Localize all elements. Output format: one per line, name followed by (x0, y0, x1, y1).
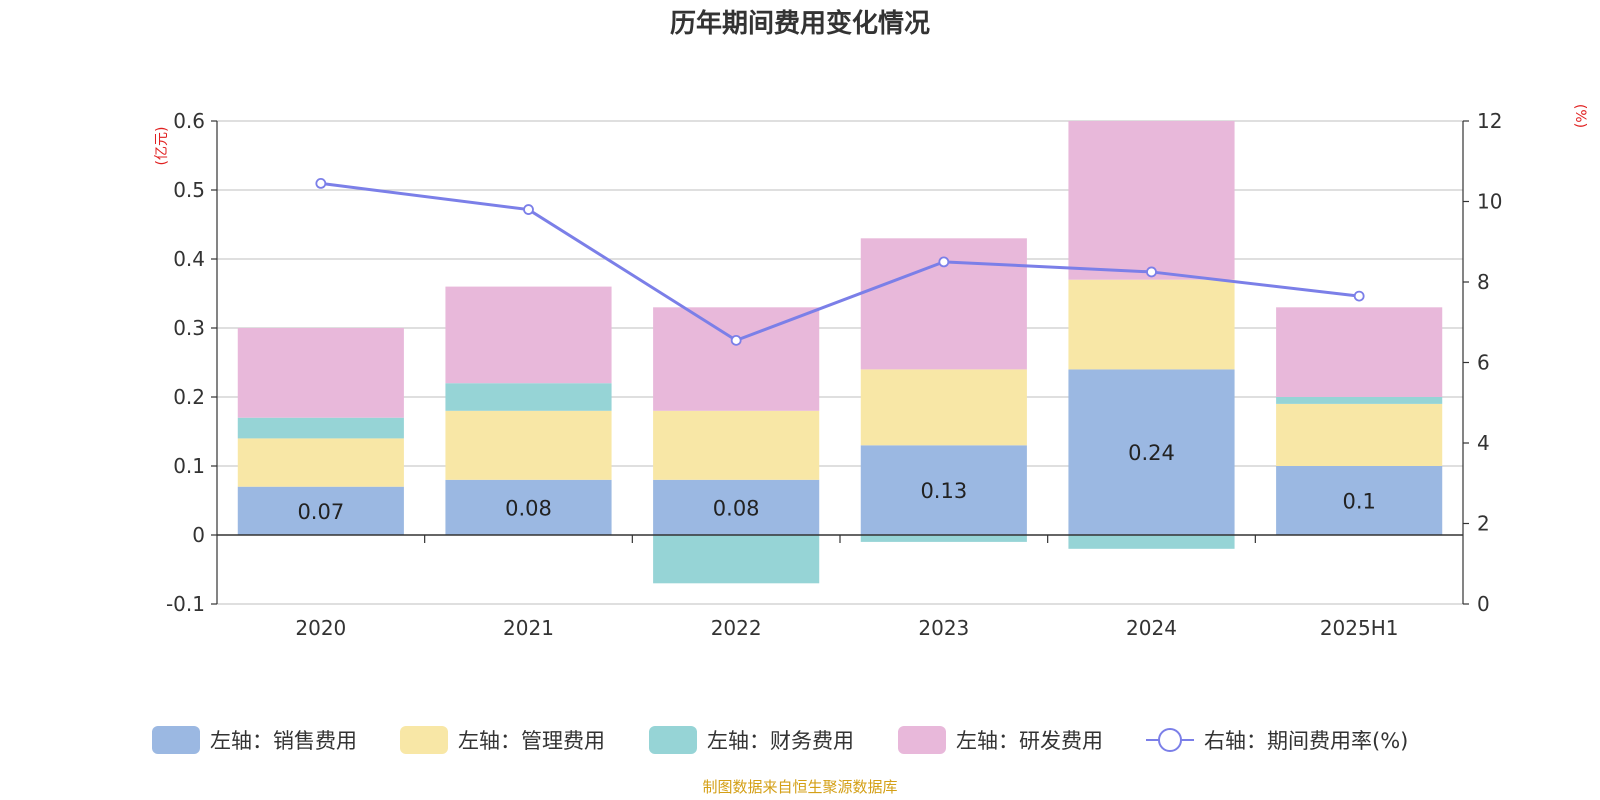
left-tick-label: 0.3 (173, 316, 205, 340)
legend: 左轴：销售费用 左轴：管理费用 左轴：财务费用 左轴：研发费用 右轴：期间费用率(%) (152, 726, 1408, 754)
ratio-line-point (1146, 266, 1157, 278)
category-label: 2021 (503, 616, 554, 640)
bar-segment (1068, 369, 1235, 535)
bar-segment (1276, 466, 1443, 535)
bar-segment (445, 410, 612, 480)
right-tick-label: 12 (1477, 109, 1502, 133)
right-tick-label: 2 (1477, 512, 1490, 536)
ratio-line-point (1353, 290, 1365, 302)
legend-swatch (152, 726, 200, 754)
grid-lines (217, 120, 1463, 605)
bar-value-labels: 0.07 0.08 0.08 0.13 0.24 0.1 (297, 441, 1375, 524)
bar-segment (1068, 279, 1235, 370)
data-source-note: 制图数据来自恒生聚源数据库 (702, 778, 897, 796)
bar-value-label: 0.07 (297, 500, 344, 524)
bar-segment (1276, 397, 1443, 404)
ratio-line-point (730, 334, 742, 346)
bar-value-label: 0.1 (1342, 490, 1375, 514)
bar-segment (1068, 121, 1235, 280)
ratio-line-path (320, 181, 1360, 343)
bar-segment (1276, 307, 1443, 397)
axes: -0.1 0 0.1 0.2 0.3 0.4 0.5 0.6 0 2 4 6 8 10 12 2020 2021… (166, 109, 1502, 640)
bar-segment (237, 328, 404, 418)
bar-segment (860, 535, 1027, 542)
category-label: 2022 (711, 616, 762, 640)
bar-segment (445, 383, 612, 411)
bar-segment (653, 535, 820, 584)
left-tick-label: 0.6 (173, 109, 205, 133)
bar-value-label: 0.13 (920, 479, 967, 503)
bar-segment (1068, 535, 1235, 549)
legend-label: 右轴：期间费用率(%) (1204, 729, 1408, 753)
category-label: 2025H1 (1320, 616, 1399, 640)
bar-value-label: 0.24 (1128, 441, 1175, 465)
bar-segment (237, 438, 404, 487)
chart-title: 历年期间费用变化情况 (670, 8, 930, 39)
legend-label: 左轴：销售费用 (210, 729, 357, 753)
left-tick-label: 0.4 (173, 247, 205, 271)
bar-segment (653, 479, 820, 535)
left-tick-label: 0.5 (173, 178, 205, 202)
legend-swatch (649, 726, 697, 754)
left-tick-label: -0.1 (166, 592, 205, 616)
left-axis-unit: (亿元) (154, 127, 170, 166)
legend-swatch (898, 726, 946, 754)
legend-label: 左轴：管理费用 (458, 729, 605, 753)
bar-value-label: 0.08 (713, 496, 760, 520)
bar-segment (237, 417, 404, 439)
right-tick-label: 6 (1477, 351, 1490, 375)
right-tick-label: 4 (1477, 431, 1490, 455)
bar-segment (860, 445, 1027, 535)
bar-segment (653, 307, 820, 411)
bar-segment (1276, 403, 1443, 466)
bar-value-label: 0.08 (505, 496, 552, 520)
left-tick-label: 0.2 (173, 385, 205, 409)
left-tick-label: 0 (192, 523, 205, 547)
category-label: 2023 (918, 616, 969, 640)
right-tick-label: 8 (1477, 270, 1490, 294)
ratio-line-point (523, 204, 534, 215)
right-tick-label: 10 (1477, 190, 1502, 214)
bar-segment (860, 369, 1027, 446)
bar-segment (237, 486, 404, 535)
bar-segment (653, 410, 820, 480)
expense-ratio-line (315, 177, 1365, 346)
bar-segment (445, 479, 612, 535)
bar-series (237, 121, 1443, 584)
legend-swatch (400, 726, 448, 754)
legend-marker (1158, 728, 1182, 752)
bar-segment (445, 286, 612, 384)
left-tick-label: 0.1 (173, 454, 205, 478)
category-label: 2024 (1126, 616, 1177, 640)
category-label: 2020 (295, 616, 346, 640)
right-tick-label: 0 (1477, 592, 1490, 616)
right-axis-unit: (%) (1572, 104, 1588, 128)
legend-label: 左轴：研发费用 (956, 729, 1103, 753)
ratio-line-point (938, 256, 950, 268)
ratio-line-point (315, 177, 327, 189)
legend-label: 左轴：财务费用 (707, 729, 854, 753)
